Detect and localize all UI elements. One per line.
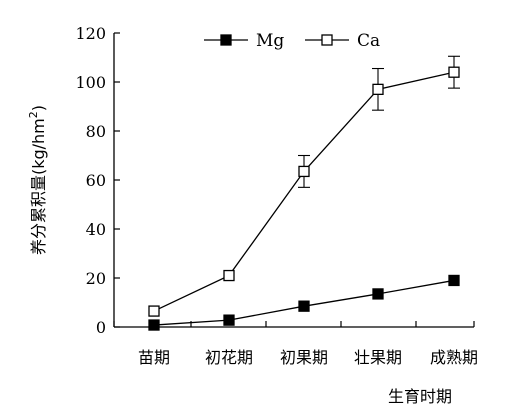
data-point-mg <box>223 314 235 326</box>
y-ticks: 0 20 40 60 80 100 120 <box>75 24 120 337</box>
y-tick-label: 80 <box>86 122 106 141</box>
axes <box>113 33 474 328</box>
legend-label-ca: Ca <box>357 31 380 51</box>
y-axis-label-main: 养分累积量 <box>29 175 48 255</box>
x-tick-label: 苗期 <box>138 348 170 367</box>
data-point-mg <box>448 274 460 287</box>
series-layer <box>148 55 460 331</box>
legend-label-mg: Mg <box>256 31 284 51</box>
data-point-mg <box>372 288 384 300</box>
y-tick-label: 60 <box>86 171 106 190</box>
x-tick-label: 初花期 <box>205 348 253 367</box>
data-point-ca <box>298 165 310 178</box>
series-line-ca <box>153 71 455 312</box>
x-tick-label: 成熟期 <box>430 348 478 367</box>
legend-marker <box>220 34 232 46</box>
y-tick-label: 120 <box>75 24 106 43</box>
y-axis-label-unit-sup: 2 <box>27 111 40 118</box>
data-point-ca <box>223 269 235 282</box>
legend: Mg Ca <box>204 31 380 51</box>
y-tick-label: 20 <box>86 269 106 288</box>
y-axis-label: 养分累积量(kg/hm2) <box>27 105 48 255</box>
y-tick-label: 100 <box>75 73 106 92</box>
data-point-mg <box>148 319 160 331</box>
x-ticks: 苗期 初花期 初果期 壮果期 成熟期 <box>113 321 478 367</box>
data-point-mg <box>298 300 310 312</box>
y-tick-label: 0 <box>96 318 106 337</box>
y-tick-label: 40 <box>86 220 106 239</box>
data-point-ca <box>448 66 460 78</box>
y-axis-label-unit-close: ) <box>29 105 48 111</box>
data-point-ca <box>372 83 384 95</box>
y-axis-label-unit: (kg/hm <box>29 118 48 175</box>
x-axis-label: 生育时期 <box>388 387 452 406</box>
legend-marker <box>321 34 333 46</box>
x-tick-label: 初果期 <box>280 348 328 367</box>
data-point-ca <box>148 305 160 317</box>
x-tick-label: 壮果期 <box>354 348 402 367</box>
